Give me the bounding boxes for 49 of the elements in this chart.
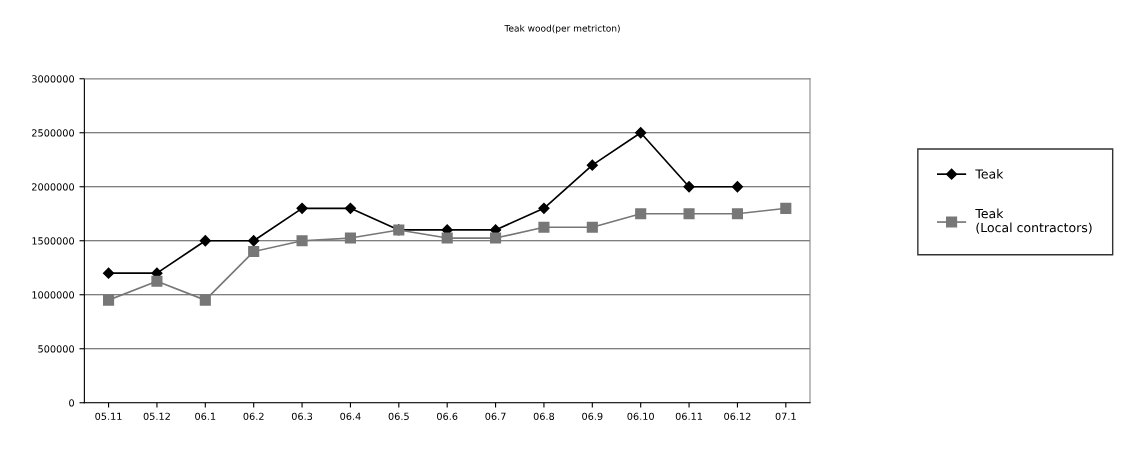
x-tick-label: 06.12 (724, 412, 751, 420)
x-tick-label: 05.11 (95, 412, 122, 420)
point (344, 232, 356, 244)
point (538, 202, 550, 214)
point (151, 275, 163, 287)
y-tick-label: 500000 (38, 345, 75, 353)
x-tick-label: 06.3 (291, 412, 313, 420)
legend-label: Teak (975, 169, 1004, 179)
point (296, 235, 308, 247)
point (635, 208, 647, 220)
x-tick-label: 07.1 (775, 412, 796, 420)
point (683, 208, 695, 220)
point (683, 181, 695, 193)
point (586, 221, 598, 233)
point (538, 221, 550, 233)
point (490, 232, 502, 244)
point (103, 294, 115, 306)
point (248, 245, 260, 258)
point (731, 181, 744, 193)
y-tick-label: 1500000 (32, 237, 75, 245)
point (248, 235, 260, 247)
x-tick-label: 06.10 (627, 412, 654, 420)
point (199, 235, 211, 247)
x-tick-label: 06.1 (195, 412, 216, 420)
x-tick-label: 06.6 (437, 412, 458, 420)
point (441, 232, 453, 244)
point (102, 267, 115, 279)
point (296, 202, 308, 214)
y-tick-label: 3000000 (32, 75, 75, 83)
x-tick-label: 06.8 (533, 412, 555, 420)
x-tick-label: 05.12 (143, 412, 170, 420)
point (635, 127, 647, 139)
legend-label: Teak (Local contractors) (975, 208, 1092, 234)
x-tick-label: 06.9 (582, 412, 603, 420)
x-tick-label: 06.11 (675, 412, 703, 420)
x-tick-label: 06.4 (340, 412, 361, 420)
point (780, 202, 792, 214)
y-tick-label: 1000000 (32, 291, 75, 299)
point (199, 294, 211, 306)
point (344, 202, 357, 214)
point (731, 208, 743, 220)
y-tick-label: 0 (69, 399, 75, 407)
x-tick-label: 06.7 (485, 412, 506, 420)
y-tick-label: 2500000 (32, 129, 75, 137)
point (586, 159, 598, 171)
y-tick-label: 2000000 (32, 183, 75, 191)
x-tick-label: 06.2 (243, 412, 264, 420)
x-tick-label: 06.5 (388, 412, 409, 420)
chart-title: Teak wood(per metricton) (504, 24, 620, 34)
